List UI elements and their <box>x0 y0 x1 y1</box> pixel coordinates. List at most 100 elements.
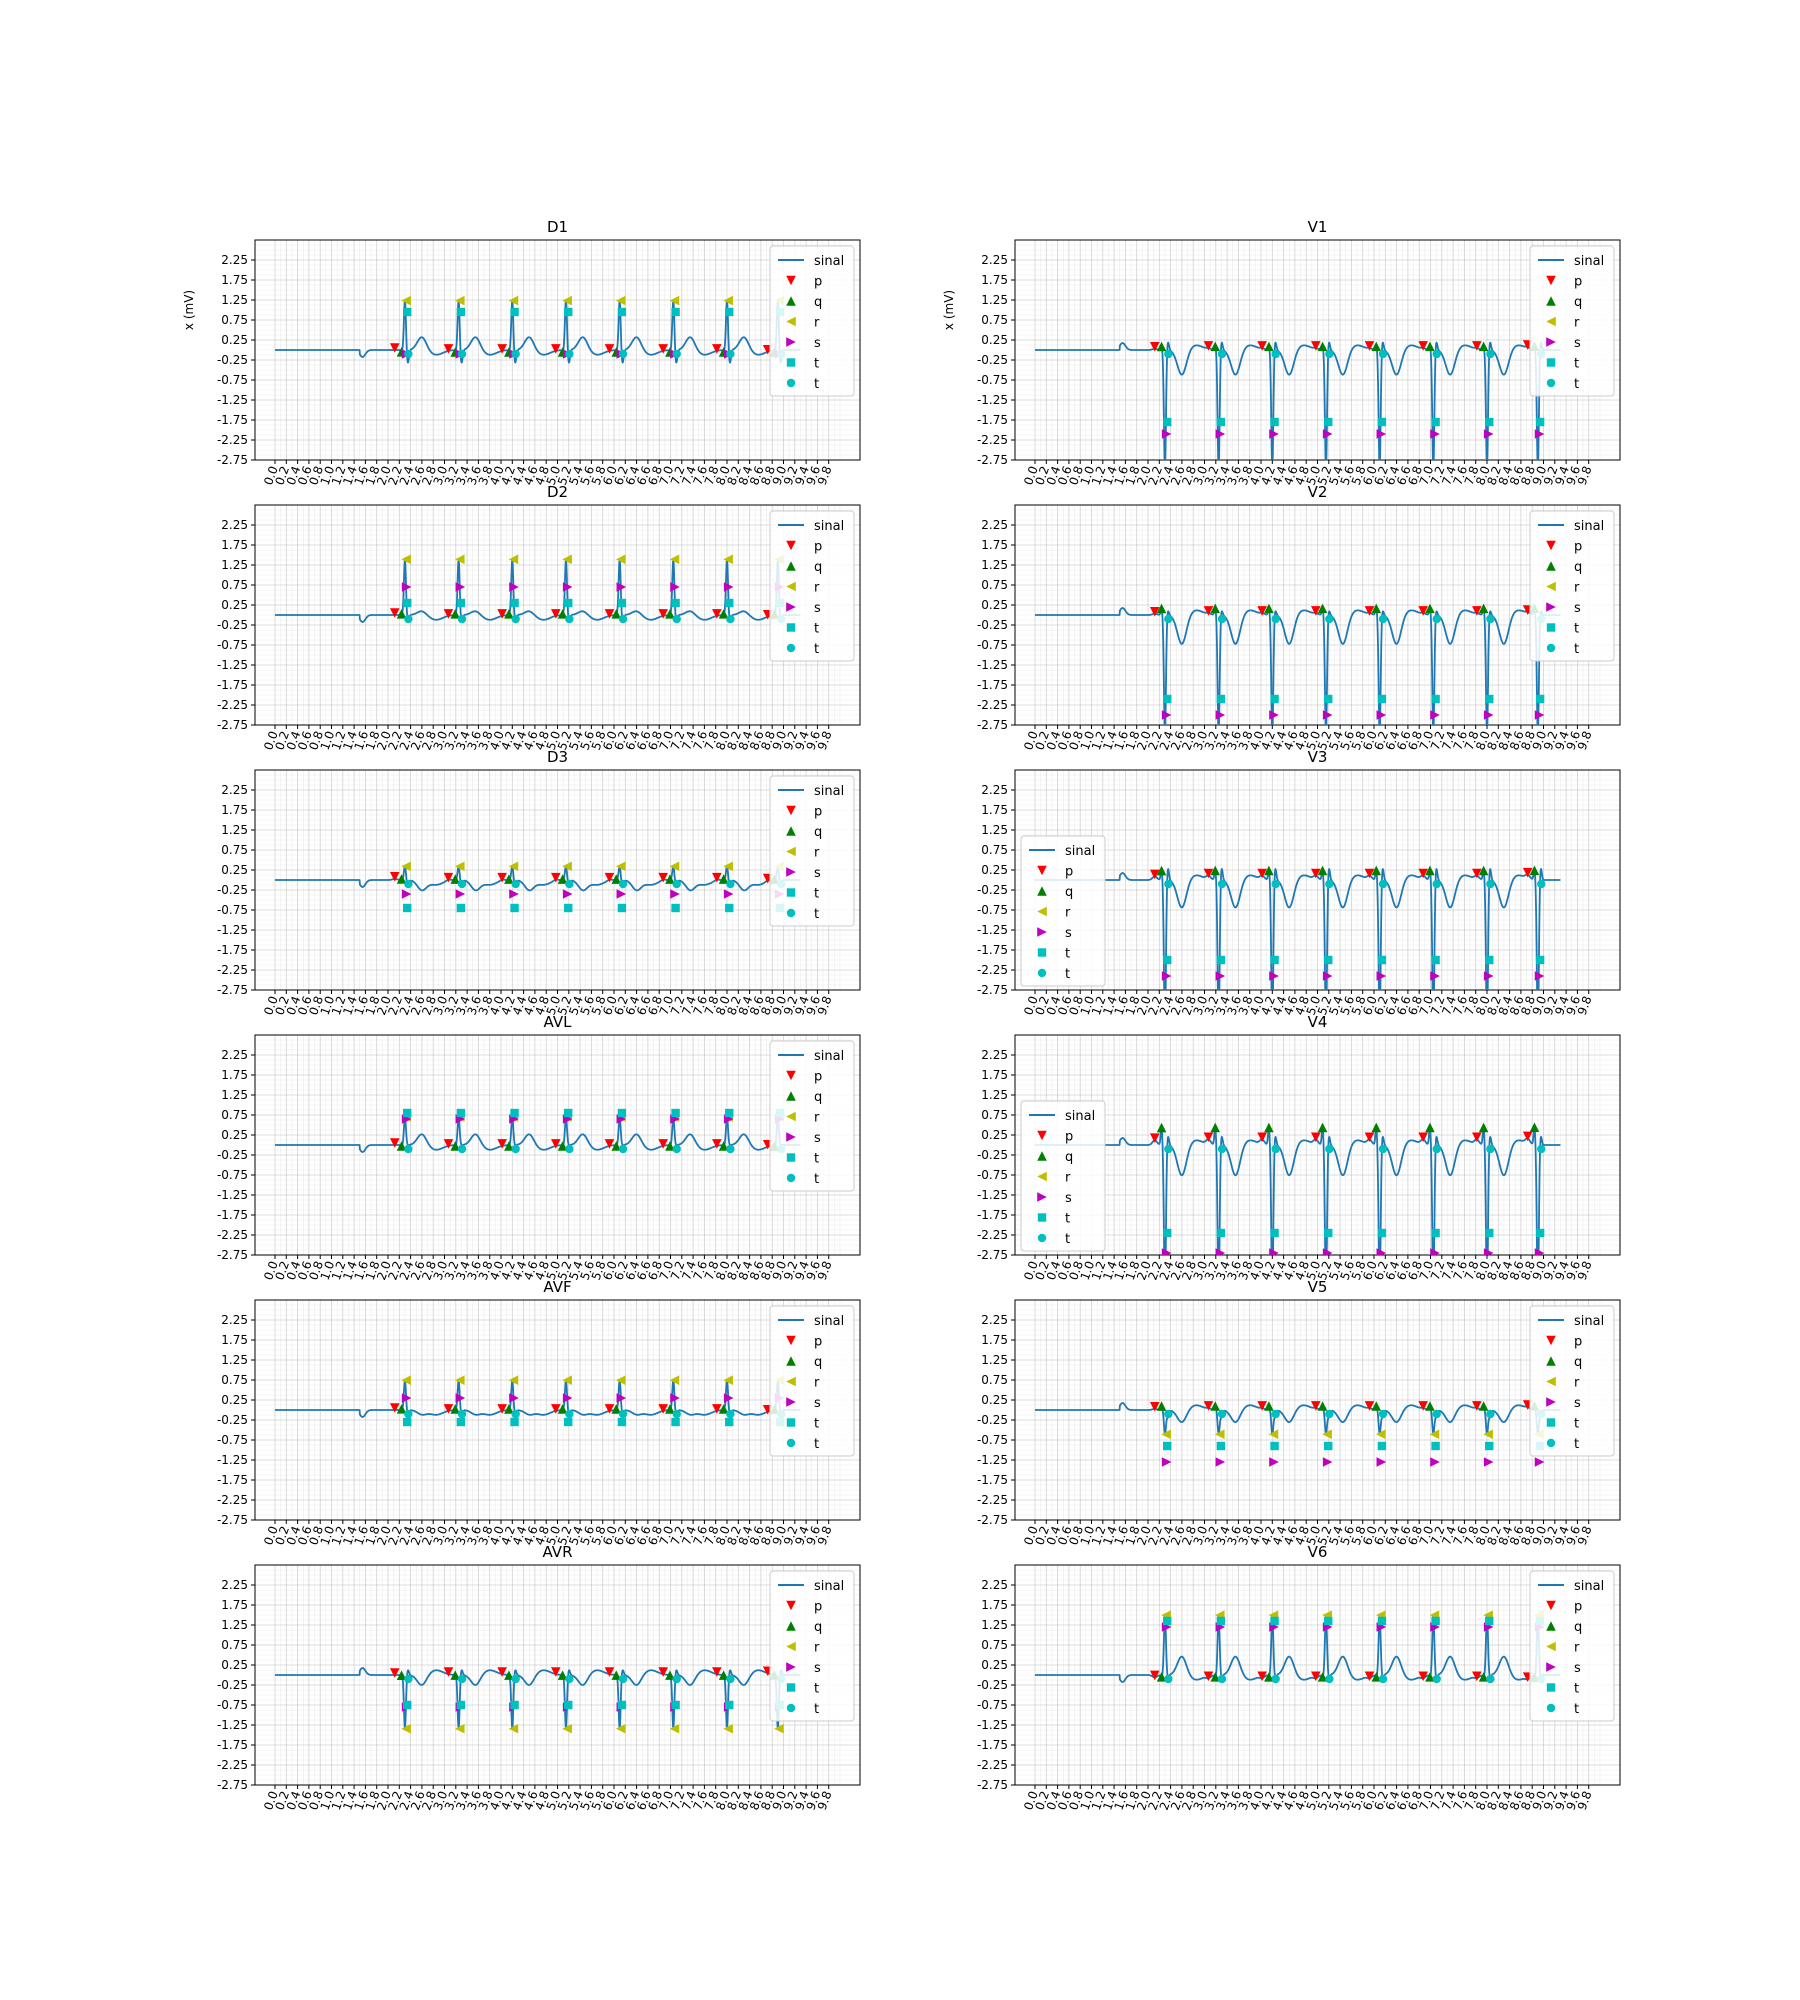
marker-r <box>1534 1023 1544 1033</box>
x-tick-label: 7.8 <box>702 1789 722 1812</box>
x-tick-label: 6.0 <box>600 1259 620 1282</box>
marker-p <box>551 1667 561 1677</box>
marker-t-circle <box>618 1144 628 1154</box>
y-tick-label: 1.75 <box>981 273 1008 287</box>
marker-p <box>389 608 400 618</box>
marker-r <box>723 554 733 565</box>
x-tick-label: 1.4 <box>340 1789 360 1812</box>
marker-t-circle <box>1486 349 1495 359</box>
x-tick-label: 3.2 <box>1202 729 1222 752</box>
x-tick-label: 3.6 <box>1225 729 1245 752</box>
x-tick-label: 9.6 <box>804 464 824 487</box>
legend-label-q: q <box>1065 1150 1073 1165</box>
marker-r <box>1215 1023 1225 1033</box>
legend-swatch-t2 <box>786 1438 796 1448</box>
legend-swatch-t2 <box>786 1173 796 1183</box>
x-tick-label: 2.0 <box>374 1259 394 1282</box>
marker-r <box>723 1375 733 1386</box>
legend-label-p: p <box>1574 1600 1582 1615</box>
x-tick-label: 0.0 <box>261 1789 281 1812</box>
x-tick-label: 4.2 <box>1258 994 1278 1017</box>
marker-t-square <box>510 1417 519 1427</box>
legend-swatch-s <box>1037 927 1047 937</box>
signal-line-sinal <box>1034 868 1562 990</box>
marker-q <box>1425 1401 1435 1411</box>
marker-r <box>1269 1288 1279 1298</box>
x-tick-label: 6.4 <box>1383 1789 1403 1812</box>
signal-line-sinal <box>1034 1126 1562 1255</box>
x-tick-label: 2.8 <box>419 1524 439 1547</box>
y-tick-label: -0.75 <box>217 903 248 917</box>
y-tick-label: -1.25 <box>977 1453 1008 1467</box>
x-tick-label: 2.8 <box>419 729 439 752</box>
marker-t-circle <box>511 1144 520 1154</box>
x-tick-label: 4.6 <box>1281 994 1301 1017</box>
legend-swatch-r <box>786 316 796 327</box>
marker-q <box>1478 1672 1489 1682</box>
marker-t-circle <box>1486 1409 1495 1419</box>
x-tick-label: 9.0 <box>770 994 790 1017</box>
legend-swatch-r <box>1546 316 1556 327</box>
legend-label-t2: t <box>1065 967 1070 982</box>
marker-t-square <box>564 903 573 913</box>
y-tick-label: 1.25 <box>221 558 248 572</box>
x-tick-label: 0.6 <box>1055 994 1075 1017</box>
marker-q <box>504 1141 514 1151</box>
x-tick-label: 8.6 <box>747 1524 767 1547</box>
x-tick-label: 3.8 <box>476 464 496 487</box>
x-tick-label: 9.8 <box>815 1524 835 1547</box>
x-tick-label: 1.2 <box>329 464 349 487</box>
y-tick-label: -0.75 <box>977 373 1008 387</box>
x-tick-label: 6.2 <box>611 1524 631 1547</box>
marker-s <box>401 582 412 592</box>
x-tick-label: 6.2 <box>611 994 631 1017</box>
marker-t-square <box>1431 417 1440 427</box>
marker-s <box>1322 1457 1333 1467</box>
marker-p <box>1203 341 1214 351</box>
marker-t-circle <box>1164 879 1173 889</box>
x-tick-label: 8.2 <box>724 1789 744 1812</box>
panel-title: AVF <box>543 1278 571 1296</box>
y-tick-label: -2.25 <box>217 433 248 447</box>
marker-t-circle <box>404 349 413 359</box>
x-tick-label: 7.8 <box>1462 1259 1482 1282</box>
x-tick-label: 2.6 <box>408 1789 428 1812</box>
x-tick-label: 0.6 <box>1055 729 1075 752</box>
x-tick-label: 5.2 <box>555 1259 575 1282</box>
x-tick-label: 3.8 <box>476 1789 496 1812</box>
marker-t-circle <box>1432 349 1441 359</box>
x-tick-label: 2.8 <box>1179 1789 1199 1812</box>
x-tick-label: 4.6 <box>1281 729 1301 752</box>
legend-swatch-q <box>1546 296 1556 306</box>
signal-line-sinal <box>1034 607 1562 725</box>
marker-q <box>1210 865 1221 876</box>
marker-t-circle <box>404 1144 413 1154</box>
marker-p <box>497 1139 507 1149</box>
x-tick-label: 4.2 <box>498 464 518 487</box>
x-tick-label: 6.4 <box>623 1524 643 1547</box>
marker-q <box>504 609 514 619</box>
legend-swatch-r <box>786 846 796 857</box>
marker-s <box>1376 710 1387 720</box>
x-tick-label: 4.8 <box>1292 1789 1312 1812</box>
marker-s <box>1161 971 1172 981</box>
y-tick-label: -2.25 <box>217 1758 248 1772</box>
y-tick-label: 2.25 <box>221 1313 248 1327</box>
x-tick-label: 0.6 <box>295 729 315 752</box>
legend-swatch-t1 <box>1037 948 1047 957</box>
x-tick-label: 3.4 <box>1213 1789 1233 1812</box>
x-tick-label: 4.0 <box>487 994 507 1017</box>
marker-q <box>1156 1122 1167 1133</box>
marker-s <box>1269 710 1279 720</box>
marker-r <box>615 295 626 306</box>
x-tick-label: 0.8 <box>306 464 326 487</box>
marker-r <box>562 295 572 306</box>
y-tick-label: 0.25 <box>981 863 1008 877</box>
x-tick-label: 3.4 <box>453 1789 473 1812</box>
marker-p <box>1203 606 1214 616</box>
marker-r <box>615 554 626 565</box>
marker-p <box>389 343 400 353</box>
x-tick-label: 0.2 <box>272 464 292 487</box>
x-tick-label: 5.8 <box>589 729 609 752</box>
